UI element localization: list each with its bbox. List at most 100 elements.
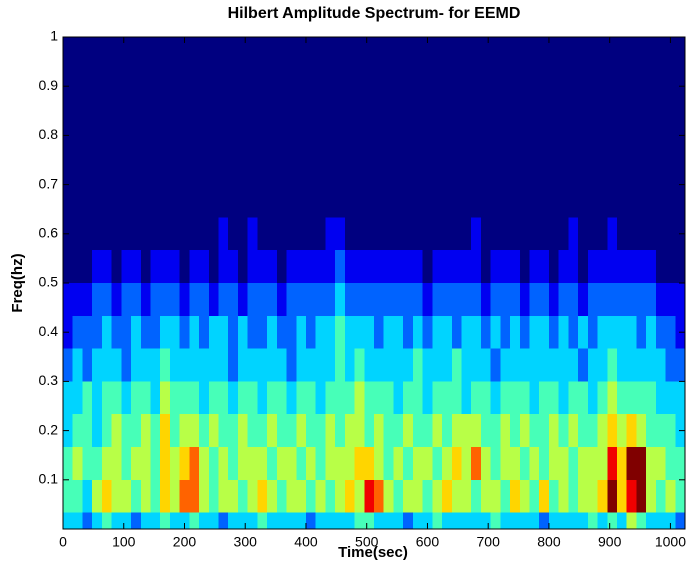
heatmap-cell <box>607 217 618 251</box>
heatmap-cell <box>597 283 608 316</box>
heatmap-cell <box>558 381 569 415</box>
heatmap-cell <box>150 381 161 415</box>
heatmap-cell <box>655 250 666 283</box>
heatmap-cell <box>131 446 142 480</box>
heatmap-cell <box>471 315 482 349</box>
heatmap-cell <box>82 315 93 349</box>
heatmap-cell <box>471 381 482 415</box>
heatmap-cell <box>646 381 657 415</box>
heatmap-cell <box>111 315 122 349</box>
heatmap-cell <box>383 250 394 283</box>
heatmap-cell <box>442 414 453 447</box>
heatmap-cell <box>675 512 686 529</box>
heatmap-cell <box>247 217 258 251</box>
heatmap-cell <box>101 348 112 382</box>
heatmap-cell <box>675 446 686 480</box>
heatmap-cell <box>315 315 326 349</box>
heatmap-cell <box>111 348 122 382</box>
heatmap-cell <box>92 315 103 349</box>
heatmap-cell <box>675 479 686 513</box>
heatmap-cell <box>461 283 472 316</box>
heatmap-cell <box>558 283 569 316</box>
heatmap-cell <box>121 446 132 480</box>
heatmap-cell <box>199 283 210 316</box>
heatmap-cell <box>490 479 501 513</box>
heatmap-cell <box>131 512 142 529</box>
heatmap-cell <box>111 512 122 529</box>
heatmap-cell <box>276 315 287 349</box>
heatmap-cell <box>646 512 657 529</box>
heatmap-cell <box>461 348 472 382</box>
heatmap-cell <box>257 348 268 382</box>
heatmap-cell <box>296 283 307 316</box>
heatmap-cell <box>218 414 229 447</box>
heatmap-cell <box>383 217 394 251</box>
heatmap-cell <box>403 315 414 349</box>
heatmap-cell <box>616 414 628 447</box>
heatmap-cell <box>568 381 579 415</box>
heatmap-cell <box>169 348 181 382</box>
heatmap-cell <box>383 512 394 529</box>
heatmap-cell <box>63 381 74 415</box>
heatmap-cell <box>539 250 550 283</box>
heatmap-cell <box>597 315 608 349</box>
heatmap-cell <box>519 217 530 251</box>
heatmap-cell <box>140 381 151 415</box>
heatmap-cell <box>121 414 132 447</box>
heatmap-cell <box>364 348 375 382</box>
heatmap-cell <box>296 479 307 513</box>
heatmap-cell <box>539 381 550 415</box>
heatmap-cell <box>422 446 433 480</box>
heatmap-cell <box>646 250 657 283</box>
heatmap-cell <box>247 250 258 283</box>
heatmap-cell <box>335 479 346 513</box>
heatmap-cell <box>548 512 560 529</box>
heatmap-cell <box>286 446 297 480</box>
heatmap-cell <box>160 217 171 251</box>
heatmap-cell <box>422 283 433 316</box>
heatmap-cell <box>480 217 492 251</box>
heatmap-cell <box>247 446 258 480</box>
heatmap-cell <box>568 512 579 529</box>
heatmap-cell <box>354 348 365 382</box>
heatmap-cell <box>344 446 355 480</box>
heatmap-cell <box>72 315 83 349</box>
heatmap-cell <box>218 512 229 529</box>
heatmap-cell <box>471 217 482 251</box>
y-tick-label: 0.4 <box>39 323 59 339</box>
heatmap-cell <box>500 348 511 382</box>
heatmap-cell <box>607 446 618 480</box>
heatmap-cell <box>529 283 540 316</box>
heatmap-cell <box>169 217 181 251</box>
heatmap-cell <box>82 381 93 415</box>
heatmap-cell <box>607 348 618 382</box>
heatmap-cell <box>616 283 628 316</box>
heatmap-cell <box>393 512 404 529</box>
heatmap-cell <box>510 315 521 349</box>
heatmap-cell <box>189 348 200 382</box>
heatmap-cell <box>169 283 181 316</box>
heatmap-cell <box>228 381 239 415</box>
heatmap-cell <box>286 250 297 283</box>
heatmap-cell <box>548 381 560 415</box>
heatmap-cell <box>665 217 676 251</box>
heatmap-cell <box>607 381 618 415</box>
heatmap-cell <box>374 348 385 382</box>
heatmap-cell <box>675 250 686 283</box>
heatmap-cell <box>665 414 676 447</box>
heatmap-cell <box>510 381 521 415</box>
heatmap-cell <box>179 315 190 349</box>
y-tick-label: 0.6 <box>39 225 59 241</box>
heatmap-cell <box>140 250 151 283</box>
heatmap-cell <box>461 479 472 513</box>
heatmap-cell <box>655 446 666 480</box>
heatmap-cell <box>296 315 307 349</box>
heatmap-cell <box>383 381 394 415</box>
x-tick-label: 200 <box>173 534 197 550</box>
heatmap-cell <box>578 446 589 480</box>
y-tick-label: 0.2 <box>39 421 59 437</box>
heatmap-cell <box>422 381 433 415</box>
heatmap-cell <box>607 512 618 529</box>
heatmap-cell <box>140 512 151 529</box>
heatmap-cell <box>587 217 598 251</box>
